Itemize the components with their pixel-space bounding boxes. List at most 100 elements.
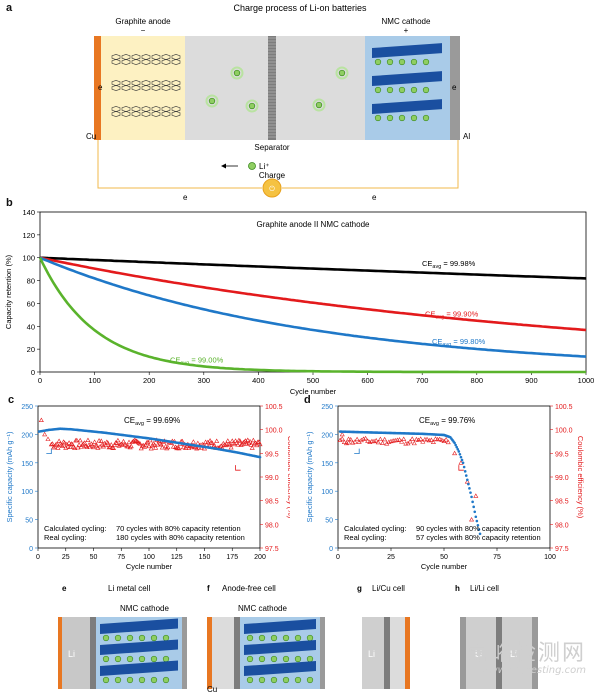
ce-point (190, 439, 196, 444)
svg-text:g: g (357, 584, 362, 593)
y-tick-label-right: 98.5 (265, 499, 279, 506)
capacity-axis-arrow (46, 448, 52, 454)
ce-point (339, 431, 345, 437)
ce-point (377, 436, 383, 442)
ce-point (407, 438, 413, 444)
li-ion (114, 634, 122, 642)
li-ion-legend-icon (248, 162, 256, 170)
y-tick-label-left: 250 (21, 404, 33, 411)
ce-point (238, 442, 244, 447)
h-li-left (466, 617, 496, 689)
capacity-point (476, 523, 480, 527)
x-tick-label: 0 (336, 554, 340, 561)
svg-text:⏻: ⏻ (269, 185, 275, 193)
li-ion (294, 676, 302, 684)
ce-point (128, 443, 134, 449)
ce-point (226, 441, 232, 446)
li-ion (102, 676, 110, 684)
graphite-ring (131, 111, 141, 117)
x-tick-label: 200 (143, 376, 156, 385)
ce-point (443, 437, 449, 442)
ce-point (118, 441, 124, 447)
capacity-point (466, 478, 469, 482)
ce-point (420, 439, 426, 444)
capacity-series (338, 430, 482, 536)
y-tick-label-right: 100.5 (265, 404, 283, 411)
charger-icon (262, 178, 282, 198)
li-ion (138, 676, 146, 684)
ce-point (411, 440, 417, 446)
li-ion (282, 676, 290, 684)
ce-point (42, 431, 48, 437)
graphite-ring (131, 59, 141, 65)
ce-point (337, 437, 343, 442)
graphite-ring (161, 85, 171, 91)
y-tick-label: 20 (27, 345, 35, 354)
capacity-point (467, 482, 470, 486)
series-line (39, 256, 587, 358)
x-tick-label: 0 (36, 554, 40, 561)
ce-point (439, 437, 445, 443)
ce-series (337, 431, 479, 522)
panel-letter-b: b (6, 197, 13, 209)
external-circuit-wire (97, 140, 459, 189)
ce-point (108, 442, 114, 447)
ce-axis-arrow (235, 465, 241, 471)
x-tick-label: 75 (493, 554, 501, 561)
li-ion (282, 655, 290, 663)
ce-point (339, 436, 345, 441)
ce-point (235, 442, 241, 447)
x-axis-label: Cycle number (421, 562, 468, 571)
chart-c: 0 25 50 75 100 125 150 175 200 0 50 100 150 200 250 97.… (5, 404, 290, 571)
ce-point (132, 437, 138, 443)
ce-point (63, 445, 69, 450)
capacity-point (471, 500, 474, 504)
capacity-point (473, 510, 477, 514)
cathode-label: NMC cathode (382, 17, 431, 26)
li-ion-halo (245, 99, 259, 113)
g-cu-collector (405, 617, 410, 689)
ce-point (170, 444, 176, 449)
ce-point (148, 445, 154, 451)
separator-label: Separator (254, 143, 289, 152)
ce-point (464, 479, 470, 484)
li-ion-halo (335, 66, 349, 80)
e-li-metal (62, 617, 90, 689)
x-tick-label: 200 (254, 554, 266, 561)
ce-point (396, 437, 402, 442)
capacity-point (474, 515, 478, 519)
x-tick-label: 800 (471, 376, 484, 385)
li-ion (258, 634, 266, 642)
ce-point (49, 441, 55, 446)
ce-point (225, 438, 231, 443)
e-label-cathode: e (452, 83, 457, 92)
ce-point (433, 436, 439, 441)
graphite-ring (141, 59, 151, 65)
note-text: 90 cycles with 80% capacity retention (416, 524, 541, 533)
ce-point (237, 438, 243, 443)
ce-point (176, 445, 182, 451)
capacity-point (477, 528, 481, 531)
li-legend-label: Li⁺ (259, 162, 269, 171)
ce-point (228, 444, 234, 450)
graphite-ring (141, 106, 151, 112)
li-ion (246, 676, 254, 684)
capacity-point (478, 532, 482, 536)
series-label: CEavg = 99.80% (432, 337, 486, 348)
ce-point (137, 441, 143, 446)
graphite-ring (131, 106, 141, 112)
ce-point (109, 445, 115, 450)
ce-point (249, 445, 255, 450)
ce-point (74, 437, 80, 443)
nmc-slab (372, 43, 442, 59)
li-ion (422, 114, 430, 122)
graphite-ring (161, 80, 171, 86)
ce-point (341, 439, 347, 444)
x-tick-label: 25 (62, 554, 70, 561)
ce-point (250, 437, 256, 443)
li-ion (294, 634, 302, 642)
ce-point (48, 441, 54, 447)
anode-sign: − (141, 26, 146, 35)
ce-point (98, 438, 104, 443)
ce-point (114, 440, 120, 445)
